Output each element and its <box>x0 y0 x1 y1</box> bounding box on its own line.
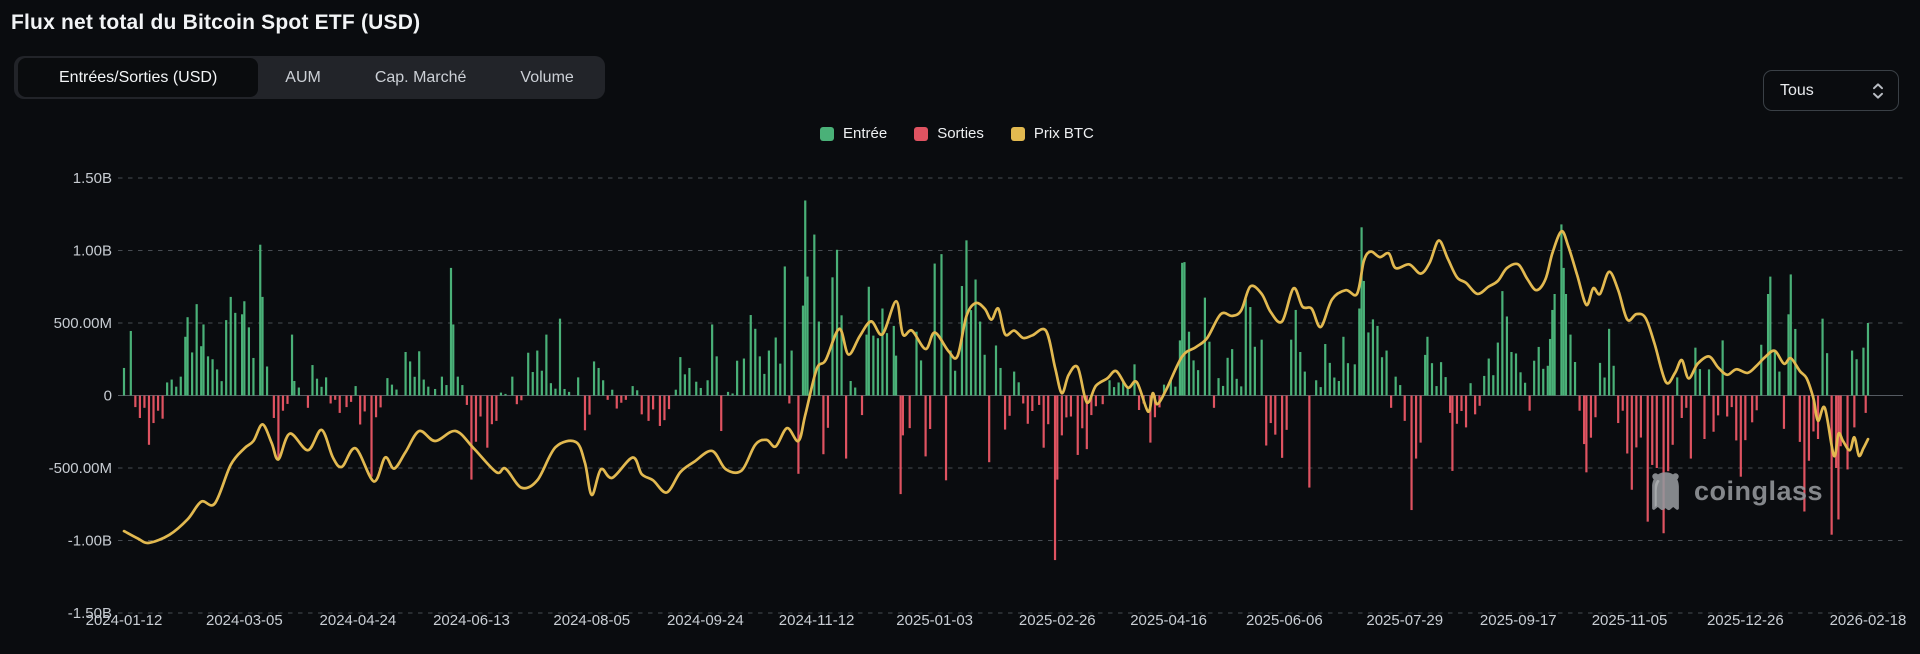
svg-text:2025-04-16: 2025-04-16 <box>1130 612 1207 629</box>
chart-legend: Entrée Sorties Prix BTC <box>820 125 1094 142</box>
svg-text:2025-12-26: 2025-12-26 <box>1707 612 1784 629</box>
svg-text:2024-01-12: 2024-01-12 <box>86 612 163 629</box>
legend-item-prix-btc[interactable]: Prix BTC <box>1010 125 1094 142</box>
entree-swatch-icon <box>820 126 834 141</box>
svg-text:2025-02-26: 2025-02-26 <box>1019 612 1096 629</box>
svg-text:2025-09-17: 2025-09-17 <box>1480 612 1557 629</box>
svg-text:-500.00M: -500.00M <box>49 460 112 477</box>
tab-cap-marche[interactable]: Cap. Marché <box>374 68 467 86</box>
svg-text:-1.50B: -1.50B <box>68 605 112 622</box>
sorties-swatch-icon <box>914 126 929 141</box>
unfold-chevrons-icon <box>1871 82 1885 100</box>
chart-tabs: Entrées/Sorties (USD) AUM Cap. Marché Vo… <box>14 56 605 99</box>
page-title: Flux net total du Bitcoin Spot ETF (USD) <box>11 11 421 34</box>
watermark-text: coinglass <box>1694 475 1824 506</box>
svg-text:2024-04-24: 2024-04-24 <box>320 612 397 629</box>
svg-text:2024-11-12: 2024-11-12 <box>779 612 855 629</box>
tab-aum[interactable]: AUM <box>285 68 321 86</box>
svg-text:1.50B: 1.50B <box>73 170 112 187</box>
legend-label: Prix BTC <box>1033 125 1094 142</box>
prix-btc-swatch-icon <box>1010 126 1025 141</box>
tab-volume[interactable]: Volume <box>520 68 574 86</box>
legend-item-entree[interactable]: Entrée <box>820 125 887 142</box>
svg-text:2024-09-24: 2024-09-24 <box>667 612 744 629</box>
coinglass-watermark: coinglass <box>1647 471 1823 511</box>
svg-text:2024-03-05: 2024-03-05 <box>206 612 283 629</box>
legend-label: Sorties <box>937 125 984 142</box>
time-range-value: Tous <box>1780 81 1814 99</box>
svg-text:-1.00B: -1.00B <box>68 533 112 550</box>
time-range-select[interactable]: Tous <box>1763 70 1899 111</box>
svg-text:2025-01-03: 2025-01-03 <box>896 612 973 629</box>
coinglass-mascot-icon <box>1647 471 1684 511</box>
svg-text:500.00M: 500.00M <box>54 315 112 332</box>
svg-text:2025-11-05: 2025-11-05 <box>1592 612 1668 629</box>
svg-text:0: 0 <box>104 388 112 405</box>
legend-item-sorties[interactable]: Sorties <box>914 125 984 142</box>
svg-text:2024-08-05: 2024-08-05 <box>553 612 630 629</box>
svg-text:2025-07-29: 2025-07-29 <box>1366 612 1443 629</box>
legend-label: Entrée <box>843 125 888 142</box>
svg-text:2025-06-06: 2025-06-06 <box>1246 612 1323 629</box>
tab-entrees-sorties[interactable]: Entrées/Sorties (USD) <box>18 58 259 97</box>
svg-text:2026-02-18: 2026-02-18 <box>1830 612 1907 629</box>
svg-text:1.00B: 1.00B <box>73 243 112 260</box>
svg-text:2024-06-13: 2024-06-13 <box>433 612 510 629</box>
